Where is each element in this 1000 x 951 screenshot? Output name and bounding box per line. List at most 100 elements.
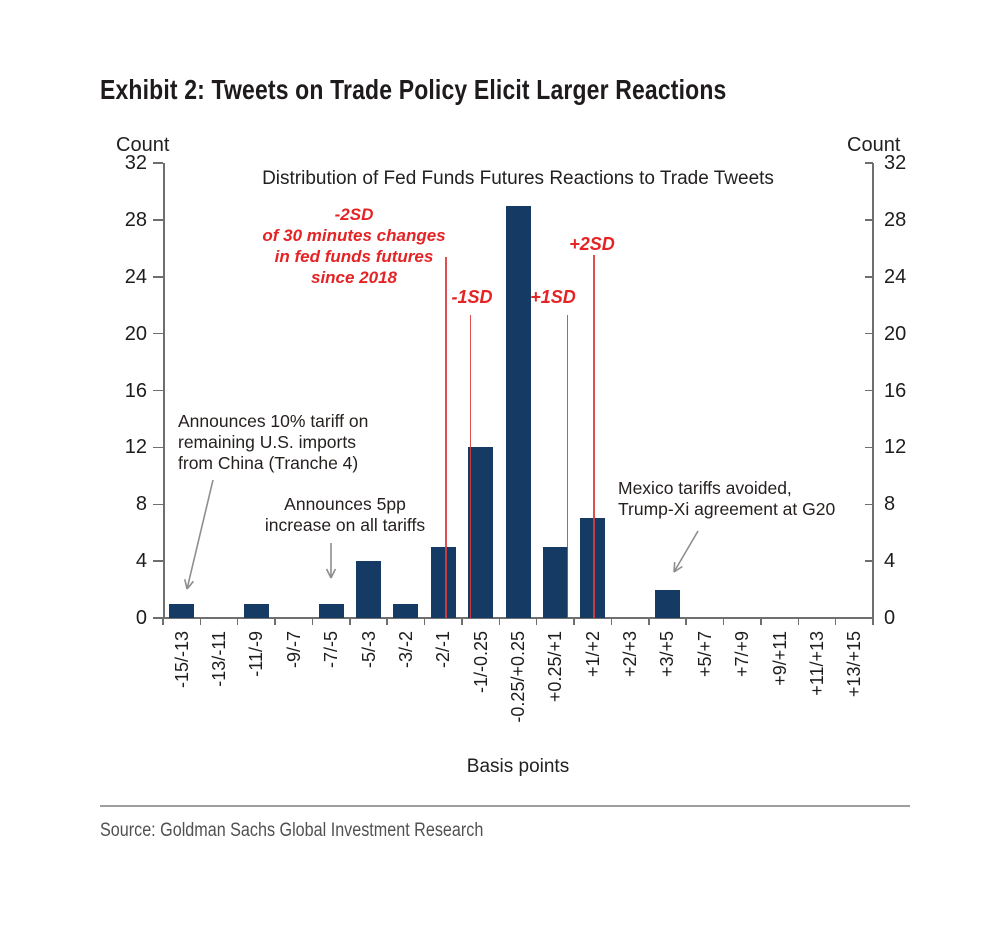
right-y-tick (865, 617, 873, 619)
left-y-tick-label: 28 (124, 208, 147, 231)
left-y-tick-label: 24 (124, 265, 147, 288)
bar--2/-1 (430, 546, 456, 618)
annotation-line: increase on all tariffs (264, 515, 426, 535)
right-y-tick-label: 20 (884, 322, 907, 345)
x-axis-tick (423, 618, 426, 625)
sd-note-annotation: -2SD of 30 minutes changes in fed funds fu… (262, 204, 445, 288)
annotation-2: Mexico tariffs avoided, Trump-Xi agreemen… (618, 478, 835, 520)
bar-+3/+5 (654, 589, 680, 618)
bar--3/-2 (393, 603, 419, 618)
arrow-segment (186, 580, 195, 590)
right-y-tick-label: 24 (884, 265, 907, 288)
sd-note-line: in fed funds futures (274, 247, 434, 266)
x-axis-tick (573, 618, 575, 625)
bar--11/-9 (243, 603, 269, 618)
right-y-tick (865, 276, 873, 278)
left-y-tick (153, 560, 163, 562)
arrow-segment (325, 568, 332, 579)
x-axis-tick (685, 618, 687, 625)
sd-line--1SD (469, 315, 472, 618)
right-y-tick-label: 8 (884, 493, 896, 516)
x-axis-tick (311, 618, 314, 625)
annotation-line: Announces 5pp (284, 494, 406, 514)
left-y-tick-label: 16 (124, 379, 147, 402)
bar--15/-13 (169, 603, 195, 618)
left-y-tick-label: 12 (124, 436, 147, 459)
right-y-tick (865, 162, 873, 164)
left-y-tick (153, 332, 163, 335)
x-axis-tick (461, 618, 463, 625)
x-axis-tick (386, 618, 388, 625)
left-y-tick (153, 503, 163, 505)
annotation-line: Announces 10% tariff on (178, 411, 369, 431)
left-y-tick-label: 32 (124, 152, 147, 174)
right-y-tick (865, 332, 873, 335)
sd-line-+2SD (593, 255, 595, 618)
arrow-segment (183, 579, 188, 590)
x-axis-tick (236, 618, 239, 625)
arrow-segment (330, 568, 337, 579)
left-y-tick (153, 276, 163, 278)
left-y-axis-line (163, 163, 165, 618)
sd-note-line: of 30 minutes changes (262, 226, 446, 245)
x-axis-tick (760, 618, 762, 625)
x-axis-tick (162, 618, 164, 625)
sd-label-+1SD: +1SD (530, 287, 576, 307)
x-axis-tick (610, 618, 613, 625)
annotation-0: Announces 10% tariff on remaining U.S. im… (178, 411, 368, 474)
sd-line--2SD (445, 256, 447, 618)
x-axis-tick (648, 618, 650, 625)
sd-line-+1SD (566, 315, 569, 618)
left-y-tick-label: 8 (135, 493, 147, 516)
bar-+0.25/+1 (542, 546, 568, 618)
source-line: Source: Goldman Sachs Global Investment … (100, 820, 484, 841)
bar-+1/+2 (580, 518, 606, 618)
right-y-tick (865, 446, 873, 449)
x-axis-tick (349, 618, 351, 625)
left-y-tick (153, 446, 163, 449)
right-y-tick (865, 503, 873, 505)
x-axis-tick (834, 618, 837, 625)
sd-note-line: -2SD (334, 205, 374, 224)
left-y-tick (153, 389, 163, 392)
x-axis-tick (274, 618, 276, 625)
arrow-segment (673, 565, 683, 573)
right-y-tick-label: 0 (884, 607, 896, 629)
bar--7/-5 (318, 603, 344, 618)
bar--0.25/+0.25 (505, 205, 531, 618)
annotation-line: Trump-Xi agreement at G20 (618, 499, 836, 519)
right-axis-title: Count (847, 134, 901, 156)
arrow-segment (673, 530, 699, 573)
sd-note-line: since 2018 (310, 268, 397, 287)
right-y-tick-label: 32 (884, 152, 907, 174)
annotation-line: remaining U.S. imports (178, 432, 356, 452)
left-y-tick-label: 20 (124, 322, 147, 345)
right-y-tick-label: 12 (884, 436, 907, 459)
chart-title: Distribution of Fed Funds Futures Reacti… (262, 168, 774, 189)
arrow-segment (186, 479, 214, 590)
annotation-line: from China (Tranche 4) (178, 453, 359, 473)
x-axis-tick (872, 618, 874, 625)
arrow-segment (673, 561, 676, 573)
left-y-tick-label: 4 (135, 550, 147, 573)
exhibit-title: Exhibit 2: Tweets on Trade Policy Elicit… (100, 74, 727, 105)
right-y-tick (865, 389, 873, 392)
right-y-tick-label: 28 (884, 208, 907, 231)
right-y-tick-label: 4 (884, 550, 896, 573)
left-y-tick (153, 162, 163, 164)
x-axis-tick (797, 618, 799, 625)
sd-label-+2SD: +2SD (569, 234, 615, 254)
bar--1/-0.25 (468, 447, 494, 618)
left-axis-title: Count (116, 134, 170, 156)
sd-label--1SD: -1SD (451, 287, 493, 307)
annotation-1: Announces 5pp increase on all tariffs (265, 494, 425, 536)
left-y-tick (153, 617, 163, 619)
bar--5/-3 (356, 561, 382, 618)
x-axis-tick (722, 618, 725, 625)
x-axis-tick (199, 618, 202, 625)
right-y-tick-label: 16 (884, 379, 907, 402)
annotation-line: Mexico tariffs avoided, (618, 478, 792, 498)
left-y-tick (153, 219, 163, 221)
x-axis-title: Basis points (466, 756, 570, 777)
